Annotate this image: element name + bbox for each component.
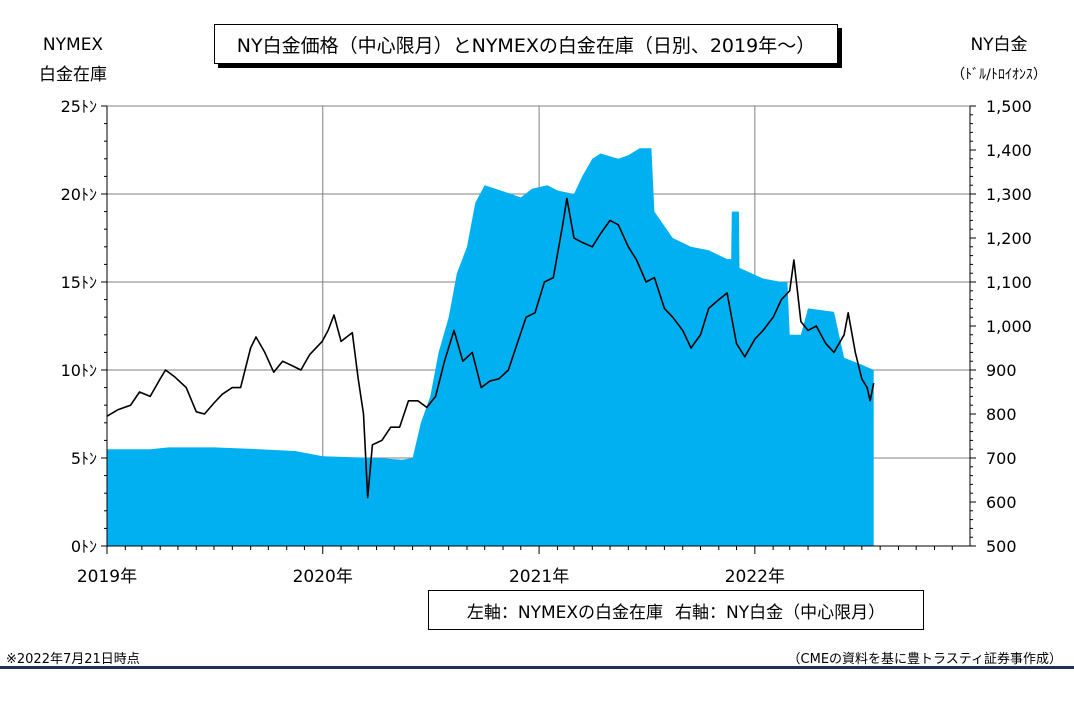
legend-right-axis: 右軸：NY白金（中心限月） (675, 602, 886, 623)
left-tick-label: 5ﾄﾝ (71, 449, 97, 468)
right-tick-label: 500 (986, 537, 1017, 556)
footnote: ※2022年7月21日時点 (6, 652, 140, 667)
right-tick-label: 1,300 (986, 185, 1032, 204)
right-axis-title-line1: NY白金 (970, 35, 1028, 55)
price-line (106, 197, 875, 499)
x-tick-label: 2022年 (725, 567, 785, 587)
legend: 左軸：NYMEXの白金在庫 右軸：NY白金（中心限月） (428, 590, 924, 630)
source-note: （CMEの資料を基に豊トラスティ証券事作成） (787, 652, 1062, 667)
x-tick-label: 2020年 (293, 567, 353, 587)
left-tick-label: 20ﾄﾝ (61, 185, 97, 204)
legend-left-axis: 左軸：NYMEXの白金在庫 (466, 602, 664, 623)
right-tick-label: 700 (986, 449, 1017, 468)
price-series (106, 197, 875, 499)
inventory-area (107, 148, 874, 546)
left-tick-label: 0ﾄﾝ (71, 537, 97, 556)
right-axis-title: NY白金 （ﾄﾞﾙ/ﾄﾛｲｵﾝｽ） (930, 30, 1068, 90)
left-axis-title-line2: 白金在庫 (39, 65, 107, 85)
right-tick-label: 1,500 (986, 97, 1032, 116)
right-tick-label: 600 (986, 493, 1017, 512)
right-tick-label: 1,000 (986, 317, 1032, 336)
right-tick-label: 800 (986, 405, 1017, 424)
right-tick-label: 1,100 (986, 273, 1032, 292)
left-tick-label: 10ﾄﾝ (61, 361, 97, 380)
inventory-series (107, 148, 874, 546)
x-tick-label: 2019年 (77, 567, 137, 587)
right-axis-title-line2: （ﾄﾞﾙ/ﾄﾛｲｵﾝｽ） (951, 67, 1047, 83)
left-axis-title-line1: NYMEX (42, 35, 104, 55)
right-tick-label: 1,200 (986, 229, 1032, 248)
left-axis-title: NYMEX 白金在庫 (28, 30, 118, 90)
right-tick-label: 900 (986, 361, 1017, 380)
x-tick-label: 2021年 (509, 567, 569, 587)
right-tick-label: 1,400 (986, 141, 1032, 160)
left-tick-label: 15ﾄﾝ (61, 273, 97, 292)
axes: 0ﾄﾝ 5ﾄﾝ 10ﾄﾝ 15ﾄﾝ 20ﾄﾝ 25ﾄﾝ 500 600 700 800 900 1,0… (61, 97, 1032, 587)
chart-title: NY白金価格（中心限月）とNYMEXの白金在庫（日別、2019年～） (214, 24, 838, 64)
bottom-rule (0, 666, 1074, 669)
left-tick-label: 25ﾄﾝ (61, 97, 97, 116)
